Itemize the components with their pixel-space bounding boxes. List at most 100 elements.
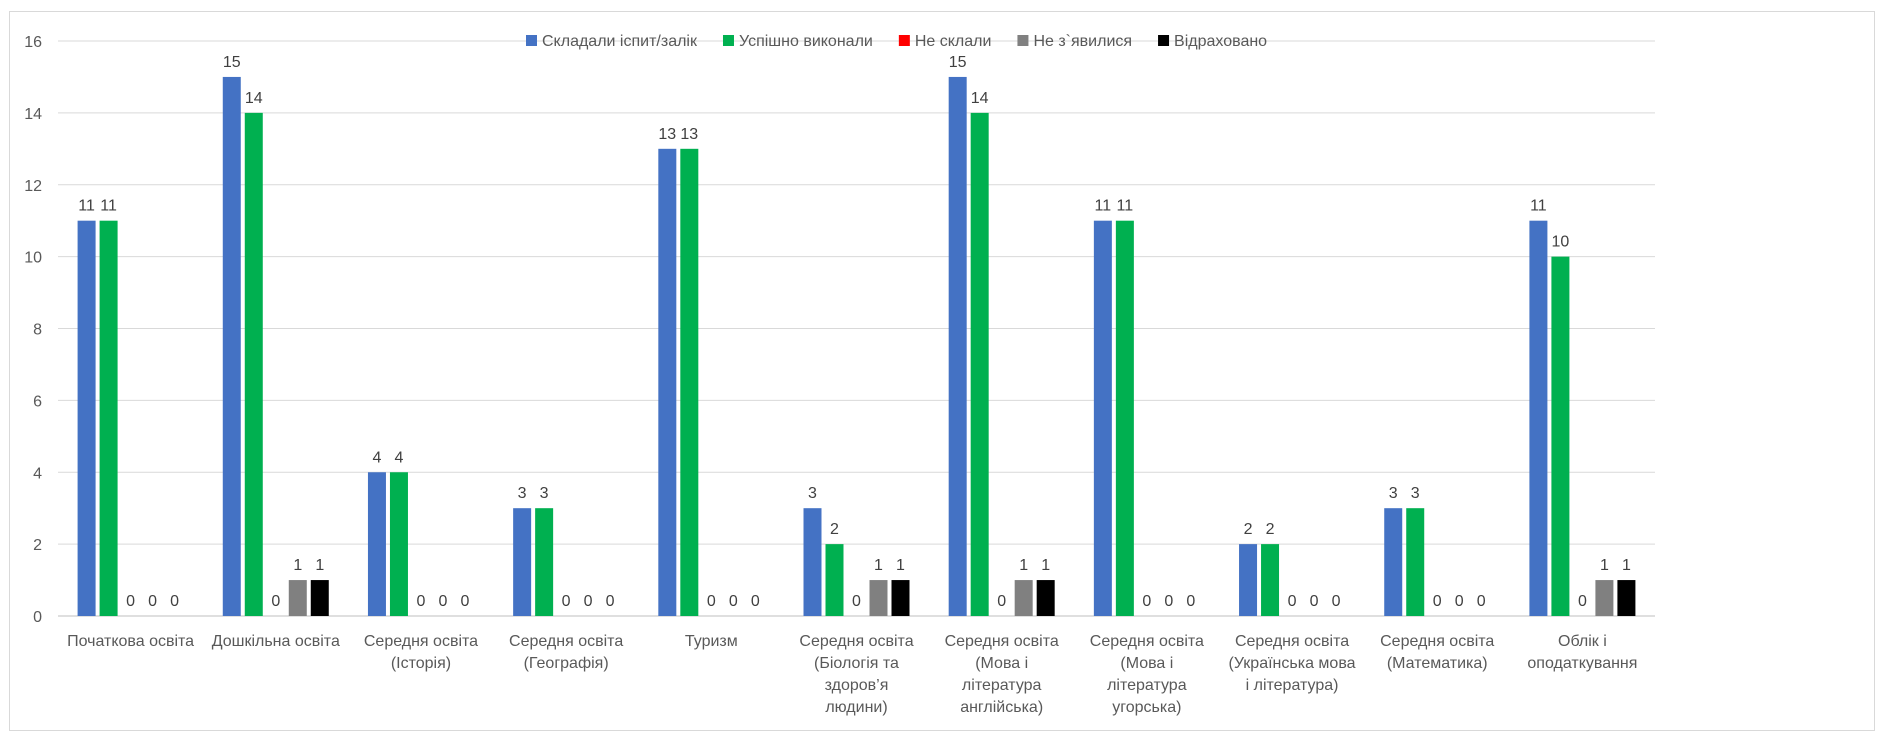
bar	[891, 580, 910, 616]
bar	[99, 220, 118, 616]
data-label: 14	[971, 90, 989, 107]
data-label: 4	[373, 449, 382, 466]
x-category-label: (Географія)	[524, 655, 609, 672]
data-label: 3	[540, 485, 549, 502]
legend-swatch	[898, 35, 910, 46]
legend-label: Успішно виконали	[739, 33, 873, 50]
data-label: 1	[1019, 557, 1028, 574]
data-label: 0	[1164, 593, 1173, 610]
legend-label: Відраховано	[1174, 33, 1267, 50]
data-label: 0	[997, 593, 1006, 610]
x-category-label: (Українська мова	[1229, 655, 1356, 672]
x-category-label: (Біологія та	[814, 655, 899, 672]
bar	[658, 148, 677, 616]
data-label: 0	[606, 593, 615, 610]
x-category-label: людини)	[825, 699, 887, 716]
data-label: 11	[78, 198, 95, 215]
y-tick-label: 14	[24, 106, 42, 123]
data-label: 1	[1622, 557, 1631, 574]
bar	[1529, 220, 1548, 616]
bar	[389, 472, 408, 616]
data-label: 0	[439, 593, 448, 610]
bar	[803, 508, 822, 616]
x-category-label: (Математика)	[1387, 655, 1488, 672]
data-label: 1	[315, 557, 324, 574]
x-category-label: Туризм	[685, 633, 738, 650]
data-label: 0	[1433, 593, 1442, 610]
data-label: 13	[658, 126, 676, 143]
bar	[1239, 544, 1258, 616]
bar	[680, 148, 699, 616]
data-label: 0	[852, 593, 861, 610]
data-label: 0	[707, 593, 716, 610]
y-tick-label: 10	[24, 250, 42, 267]
data-label: 0	[271, 593, 280, 610]
data-label: 10	[1552, 234, 1570, 251]
data-label: 0	[1477, 593, 1486, 610]
bar	[825, 544, 844, 616]
bar	[1406, 508, 1425, 616]
y-tick-label: 12	[24, 178, 42, 195]
data-label: 0	[751, 593, 760, 610]
data-label: 11	[1530, 198, 1547, 215]
bar	[513, 508, 532, 616]
data-label: 3	[808, 485, 817, 502]
data-label: 0	[417, 593, 426, 610]
data-label: 1	[896, 557, 905, 574]
data-label: 0	[1142, 593, 1151, 610]
legend-label: Складали іспит/залік	[542, 33, 698, 50]
data-label: 0	[126, 593, 135, 610]
bar	[310, 580, 329, 616]
chart-frame	[9, 11, 1875, 731]
data-label: 1	[1041, 557, 1050, 574]
bar	[535, 508, 554, 616]
legend-swatch	[722, 35, 734, 46]
bar	[77, 220, 96, 616]
bar	[948, 76, 967, 616]
legend-swatch	[526, 35, 537, 46]
data-label: 0	[1186, 593, 1195, 610]
x-category-label: Дошкільна освіта	[212, 633, 340, 650]
x-category-label: Середня освіта	[364, 633, 478, 650]
x-category-label: угорська)	[1112, 699, 1181, 716]
data-label: 2	[1266, 521, 1275, 538]
data-label: 15	[949, 54, 967, 71]
data-label: 14	[245, 90, 263, 107]
legend-label: Не з`явилися	[1033, 33, 1132, 50]
data-label: 0	[1455, 593, 1464, 610]
data-label: 2	[1244, 521, 1253, 538]
data-label: 13	[680, 126, 698, 143]
bar	[222, 76, 241, 616]
bar	[1115, 220, 1134, 616]
legend-label: Не склали	[915, 33, 992, 50]
y-tick-label: 6	[33, 393, 42, 410]
data-label: 0	[729, 593, 738, 610]
x-category-label: Середня освіта	[1235, 633, 1349, 650]
bar	[244, 112, 263, 616]
bar	[1384, 508, 1403, 616]
data-label: 1	[293, 557, 302, 574]
x-category-label: Середня освіта	[799, 633, 913, 650]
data-label: 0	[1288, 593, 1297, 610]
bars	[77, 76, 1636, 616]
x-category-label: Облік і	[1558, 633, 1607, 650]
legend: Складали іспит/залік Успішно виконали Не с…	[526, 33, 1267, 50]
x-category-label: оподаткування	[1527, 655, 1637, 672]
x-category-label: Середня освіта	[509, 633, 623, 650]
x-category-label: (Мова і	[975, 655, 1028, 672]
legend-swatch	[1017, 35, 1029, 46]
x-category-label: література	[1107, 677, 1187, 694]
y-tick-label: 8	[33, 322, 42, 339]
legend-swatch	[1158, 35, 1170, 46]
bar	[1261, 544, 1280, 616]
y-tick-label: 4	[33, 465, 42, 482]
bar	[367, 472, 386, 616]
data-label: 0	[1332, 593, 1341, 610]
data-label: 11	[1095, 198, 1112, 215]
data-label: 0	[1578, 593, 1587, 610]
data-label: 4	[395, 449, 404, 466]
y-tick-label: 0	[33, 609, 42, 626]
x-category-label: Середня освіта	[1090, 633, 1204, 650]
bar	[1617, 580, 1636, 616]
